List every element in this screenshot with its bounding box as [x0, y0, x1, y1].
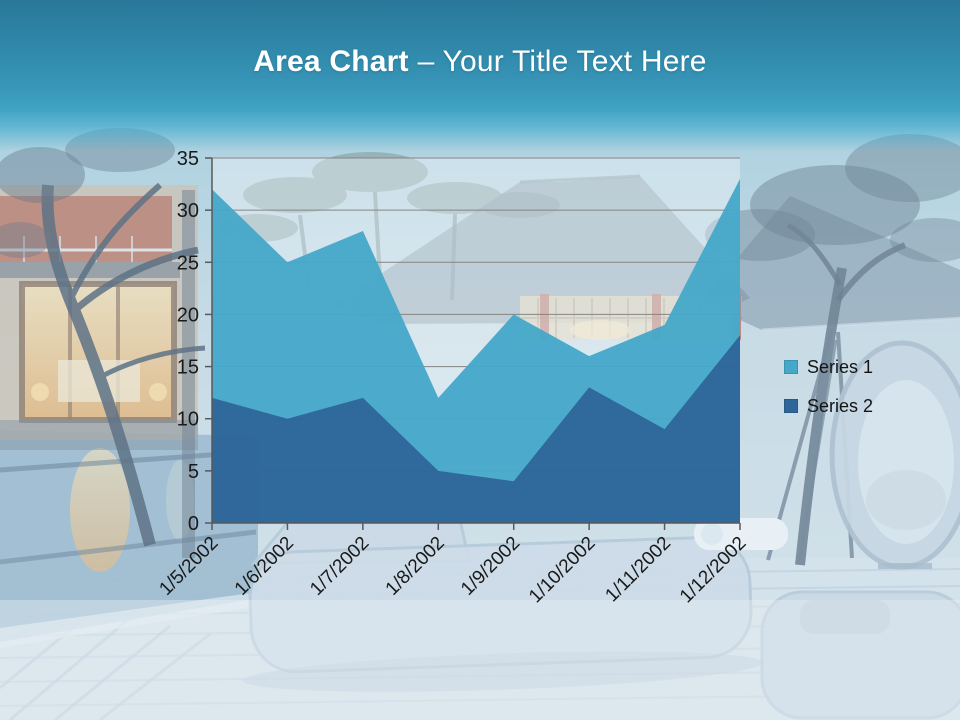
x-axis-label: 1/11/2002: [601, 533, 675, 607]
header-gradient-band: [0, 0, 960, 152]
y-axis-label: 0: [188, 513, 199, 535]
towel: [694, 518, 788, 550]
egg-chair: [829, 340, 960, 570]
legend-label: Series 1: [807, 356, 874, 377]
villa-roof-center: [332, 174, 750, 324]
x-axis-label: 1/7/2002: [306, 533, 373, 600]
x-axis-label: 1/12/2002: [676, 533, 751, 608]
y-axis-label: 10: [177, 409, 199, 431]
series-2-swatch-icon: [784, 399, 798, 413]
area-series-2: [212, 335, 740, 523]
lounger-right: [760, 590, 960, 720]
legend-item-series-1: Series 1: [784, 356, 873, 378]
legend-label: Series 2: [807, 395, 874, 416]
page-title: Area Chart – Your Title Text Here: [0, 44, 960, 80]
x-axis-label: 1/10/2002: [525, 533, 600, 608]
x-axis-label: 1/9/2002: [457, 533, 524, 600]
x-axis-label: 1/5/2002: [155, 533, 222, 600]
y-axis-label: 20: [177, 304, 199, 326]
villa-roof-right: [700, 196, 960, 332]
x-axis-label: 1/8/2002: [382, 533, 449, 600]
y-axis-label: 5: [188, 461, 199, 483]
x-axis-label: 1/6/2002: [231, 533, 298, 600]
y-axis-label: 25: [177, 252, 199, 274]
series-1-swatch-icon: [784, 360, 798, 374]
title-bold-part: Area Chart: [253, 45, 409, 78]
y-axis-label: 30: [177, 200, 199, 222]
y-axis-label: 15: [177, 357, 199, 379]
y-axis-label: 35: [177, 148, 199, 170]
title-regular-part: – Your Title Text Here: [417, 45, 707, 78]
villa-left: [0, 185, 198, 558]
photo-veil-bottom: [0, 600, 960, 720]
legend-item-series-2: Series 2: [784, 395, 873, 417]
chart-legend: Series 1 Series 2: [784, 356, 873, 434]
